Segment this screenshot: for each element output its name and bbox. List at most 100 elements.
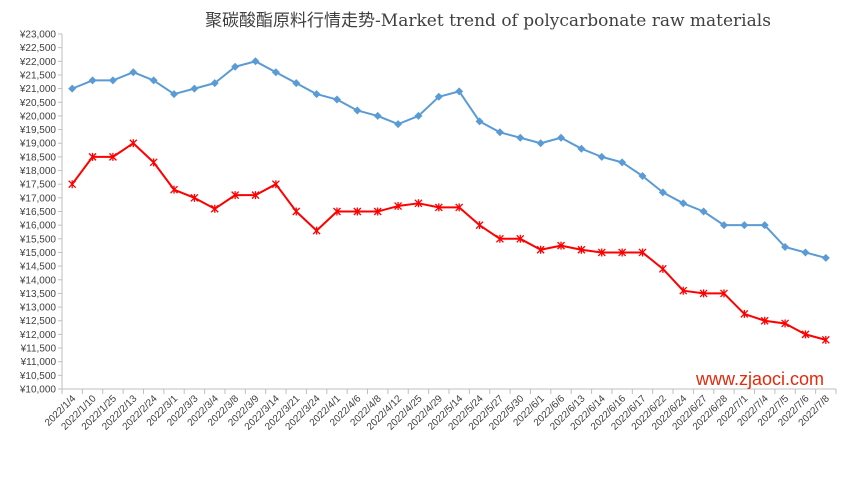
series-2-point <box>516 234 525 243</box>
series-2-point <box>129 139 138 148</box>
series-1-point <box>190 84 199 93</box>
y-tick-label: ¥10,500 <box>19 371 57 382</box>
series-2-point <box>292 207 301 216</box>
series-2-point <box>394 202 403 211</box>
series-2-point <box>740 309 749 318</box>
series-1-point <box>658 188 667 197</box>
series-2-point <box>597 248 606 257</box>
series-1-point <box>536 139 545 148</box>
y-tick-label: ¥15,500 <box>19 234 57 245</box>
series-1-point <box>210 79 219 88</box>
series-2-line <box>71 142 827 341</box>
watermark-text: www.zjaoci.com <box>695 369 824 389</box>
series-1 <box>68 57 830 262</box>
y-tick-label: ¥10,000 <box>19 385 57 396</box>
series-2-point <box>781 319 790 328</box>
series-1-point <box>108 76 117 85</box>
y-tick-label: ¥20,000 <box>19 111 57 122</box>
y-tick-label: ¥12,500 <box>19 316 57 327</box>
series-1-point <box>821 253 830 262</box>
series-1-point <box>801 248 810 257</box>
y-tick-label: ¥14,500 <box>19 262 57 273</box>
y-tick-label: ¥20,500 <box>19 98 57 109</box>
series-1-point <box>332 95 341 104</box>
y-tick-label: ¥16,000 <box>19 221 57 232</box>
series-2-point <box>618 248 627 257</box>
series-1-point <box>129 68 138 77</box>
series-1-point <box>251 57 260 66</box>
chart-title: 聚碳酸酯原料行情走势-Market trend of polycarbonate… <box>205 11 771 31</box>
y-tick-label: ¥22,000 <box>19 57 57 68</box>
series-1-point <box>516 133 525 142</box>
series-1-point <box>597 152 606 161</box>
series-1-point <box>292 79 301 88</box>
series-2-point <box>312 226 321 235</box>
x-axis: 2022/1/42022/1/102022/1/252022/2/132022/… <box>43 388 837 433</box>
y-tick-label: ¥22,500 <box>19 43 57 54</box>
y-tick-label: ¥15,000 <box>19 248 57 259</box>
series-2-point <box>475 221 484 230</box>
series-1-point <box>740 221 749 230</box>
y-tick-label: ¥23,000 <box>19 30 57 41</box>
series-2-point <box>373 207 382 216</box>
series-1-point <box>68 84 77 93</box>
series-1-point <box>719 221 728 230</box>
series-1-point <box>475 117 484 126</box>
series-1-point <box>577 144 586 153</box>
y-tick-label: ¥12,000 <box>19 330 57 341</box>
series-2-point <box>108 152 117 161</box>
series-1-point <box>557 133 566 142</box>
series-1-point <box>781 243 790 251</box>
series-1-point <box>618 158 627 167</box>
series-2-point <box>271 180 280 189</box>
y-tick-label: ¥11,500 <box>20 344 57 355</box>
y-tick-label: ¥21,000 <box>19 84 57 95</box>
series-2-point <box>68 180 77 189</box>
series-2-point <box>251 191 260 200</box>
series-2-point <box>699 289 708 298</box>
y-tick-label: ¥17,500 <box>19 180 57 191</box>
series-2-point <box>210 204 219 213</box>
y-tick-label: ¥11,000 <box>20 357 57 368</box>
series-1-point <box>312 90 321 99</box>
series-2-point <box>720 289 728 298</box>
y-tick-label: ¥13,000 <box>19 303 57 314</box>
series-1-point <box>271 68 280 77</box>
y-tick-label: ¥18,000 <box>19 166 57 177</box>
y-tick-label: ¥19,000 <box>19 139 57 150</box>
series-1-point <box>170 90 179 99</box>
y-axis: ¥10,000 ¥10,500 ¥11,000 ¥11,500 ¥12,000 ¥12,5… <box>19 30 63 396</box>
y-tick-label: ¥16,500 <box>19 207 57 218</box>
series-2-point <box>760 316 769 325</box>
series-1-point <box>638 172 647 180</box>
series-2-point <box>190 193 199 202</box>
series-1-point <box>760 221 769 230</box>
y-tick-label: ¥21,500 <box>19 70 57 81</box>
y-tick-label: ¥19,500 <box>19 125 57 136</box>
series-2-point <box>149 158 158 167</box>
series-1-point <box>455 87 464 96</box>
series-2-point <box>414 199 423 208</box>
series-1-point <box>414 111 423 120</box>
series-1-point <box>353 106 362 115</box>
series-2-point <box>638 248 647 257</box>
series-1-point <box>495 128 504 137</box>
series-1-point <box>88 76 97 85</box>
series-2-point <box>353 207 362 216</box>
series-2-point <box>88 152 97 161</box>
series-2-point <box>434 203 443 212</box>
y-tick-label: ¥18,500 <box>19 152 57 163</box>
series-1-line <box>71 60 827 259</box>
series-2-point <box>170 185 178 194</box>
y-tick-label: ¥17,000 <box>19 193 57 204</box>
series-2 <box>68 139 830 344</box>
series-layer <box>68 57 830 344</box>
series-2-point <box>577 245 586 254</box>
series-2-point <box>495 234 504 243</box>
series-1-point <box>699 207 708 216</box>
series-2-point <box>801 330 810 339</box>
series-1-point <box>679 199 688 208</box>
series-2-point <box>231 191 240 200</box>
y-tick-label: ¥14,000 <box>19 275 57 286</box>
